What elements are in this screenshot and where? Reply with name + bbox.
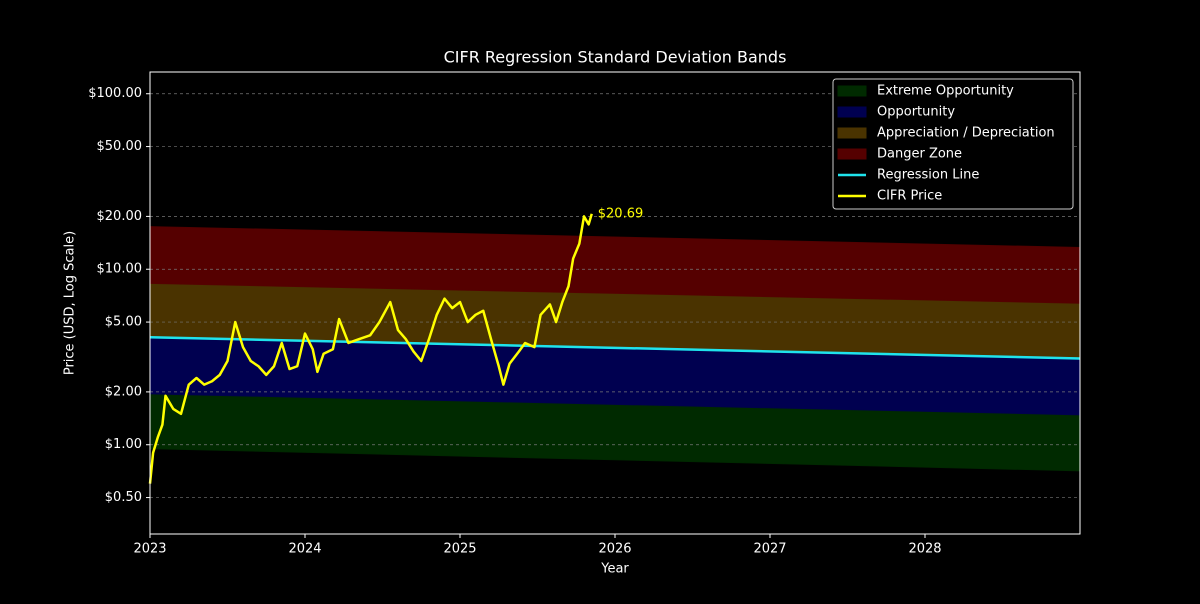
x-tick-label: 2028: [908, 542, 941, 557]
legend-label: Opportunity: [877, 105, 955, 120]
series-line: [148, 213, 593, 484]
chart-title: CIFR Regression Standard Deviation Bands: [444, 48, 787, 67]
x-tick-label: 2024: [288, 542, 321, 557]
y-tick-label: $2.00: [105, 384, 142, 399]
legend-label: Danger Zone: [877, 147, 962, 162]
y-tick-label: $0.50: [105, 490, 142, 505]
y-tick-label: $20.00: [97, 209, 143, 224]
legend-label: Extreme Opportunity: [877, 84, 1014, 99]
price-annotation: $20.69: [598, 206, 644, 221]
x-tick-label: 2027: [753, 542, 786, 557]
legend-label: CIFR Price: [877, 189, 942, 204]
legend-swatch: [837, 106, 867, 118]
legend-swatch: [837, 148, 867, 160]
x-tick-label: 2026: [598, 542, 631, 557]
legend-swatch: [837, 127, 867, 139]
y-tick-label: $50.00: [97, 139, 143, 154]
legend-label: Appreciation / Depreciation: [877, 126, 1055, 141]
y-axis-label: Price (USD, Log Scale): [63, 231, 78, 375]
x-axis-label: Year: [600, 562, 629, 577]
y-tick-label: $1.00: [105, 437, 142, 452]
legend-box: [832, 78, 1074, 210]
y-tick-label: $10.00: [97, 262, 143, 277]
y-tick-label: $100.00: [88, 86, 142, 101]
y-tick-label: $5.00: [105, 315, 142, 330]
plot-frame: [149, 71, 1081, 535]
legend-swatch: [837, 85, 867, 97]
x-tick-label: 2025: [443, 542, 476, 557]
x-tick-label: 2023: [133, 542, 166, 557]
series-line: [149, 335, 1081, 360]
legend-label: Regression Line: [877, 168, 979, 183]
